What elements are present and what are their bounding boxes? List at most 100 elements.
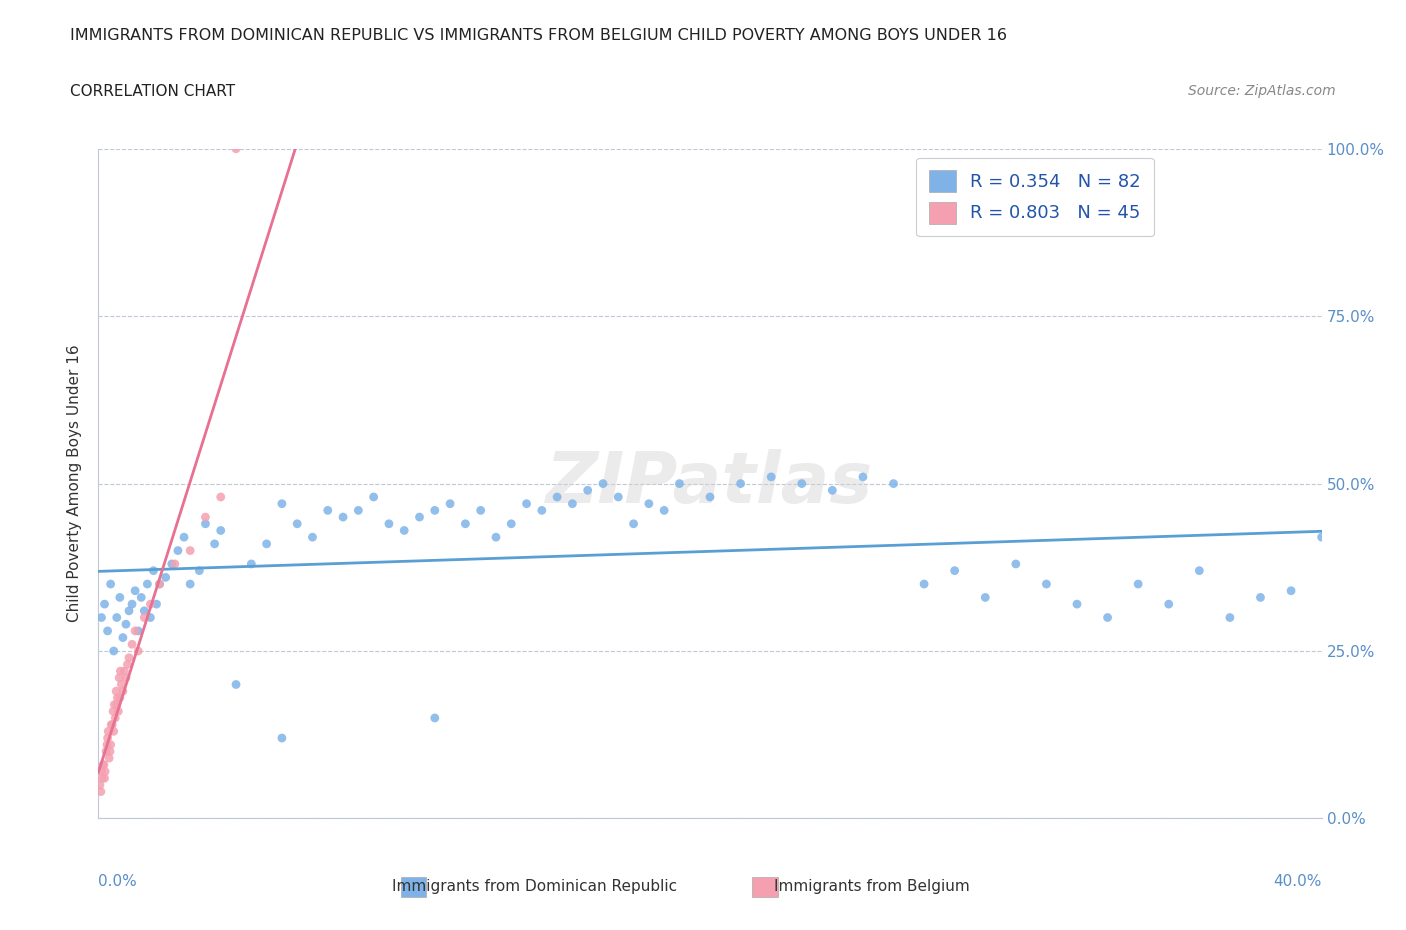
Point: [117, 657, 139, 671]
Point: [103, 644, 125, 658]
Point: [561, 497, 583, 512]
Point: [470, 503, 492, 518]
Point: [347, 503, 370, 518]
Point: [121, 637, 143, 652]
Point: [94, 764, 117, 779]
Point: [98, 744, 121, 759]
Point: [103, 724, 125, 738]
Point: [652, 503, 675, 518]
Point: [943, 564, 966, 578]
Point: [1128, 577, 1150, 591]
Point: [638, 497, 661, 512]
Text: Immigrants from Belgium: Immigrants from Belgium: [773, 879, 970, 894]
Point: [439, 497, 461, 512]
Point: [270, 731, 294, 746]
Point: [91, 757, 114, 772]
Point: [576, 483, 599, 498]
Point: [668, 476, 690, 491]
Point: [127, 644, 149, 658]
Point: [316, 503, 339, 518]
Point: [240, 556, 263, 571]
Point: [97, 724, 120, 738]
Point: [100, 737, 122, 752]
Point: [485, 530, 508, 545]
Point: [423, 711, 446, 725]
Point: [105, 610, 128, 625]
Point: [163, 556, 186, 571]
Point: [105, 698, 128, 712]
Legend: R = 0.354   N = 82, R = 0.803   N = 45: R = 0.354 N = 82, R = 0.803 N = 45: [917, 158, 1153, 236]
Point: [516, 497, 538, 512]
Point: [1097, 610, 1119, 625]
Point: [115, 617, 138, 631]
Point: [225, 677, 247, 692]
Text: ZIPatlas: ZIPatlas: [547, 449, 873, 518]
Text: 0.0%: 0.0%: [98, 874, 138, 889]
Point: [1004, 556, 1026, 571]
Point: [149, 577, 172, 591]
Point: [105, 684, 128, 698]
Point: [1035, 577, 1057, 591]
Point: [100, 717, 122, 732]
Point: [1157, 597, 1180, 612]
Point: [790, 476, 813, 491]
Point: [1310, 530, 1333, 545]
Point: [270, 497, 294, 512]
Point: [127, 623, 149, 638]
Point: [1066, 597, 1088, 612]
Point: [107, 704, 129, 719]
Point: [179, 577, 201, 591]
Point: [821, 483, 844, 498]
Point: [103, 698, 125, 712]
Point: [454, 516, 477, 531]
Point: [91, 771, 114, 786]
Point: [852, 470, 875, 485]
Point: [96, 737, 118, 752]
Point: [912, 577, 935, 591]
Point: [194, 516, 217, 531]
Text: Source: ZipAtlas.com: Source: ZipAtlas.com: [1188, 84, 1336, 98]
Point: [194, 510, 217, 525]
Point: [301, 530, 323, 545]
Point: [90, 610, 112, 625]
Point: [1279, 583, 1302, 598]
Point: [121, 597, 143, 612]
Point: [111, 684, 134, 698]
Point: [155, 570, 177, 585]
Point: [108, 590, 131, 604]
Point: [136, 577, 159, 591]
Point: [1250, 590, 1272, 604]
Text: IMMIGRANTS FROM DOMINICAN REPUBLIC VS IMMIGRANTS FROM BELGIUM CHILD POVERTY AMON: IMMIGRANTS FROM DOMINICAN REPUBLIC VS IM…: [70, 28, 1007, 43]
Point: [139, 610, 162, 625]
Point: [90, 764, 112, 779]
Point: [108, 690, 131, 705]
Point: [883, 476, 905, 491]
Point: [623, 516, 645, 531]
Point: [93, 771, 115, 786]
Point: [112, 664, 135, 679]
Point: [501, 516, 523, 531]
Point: [149, 577, 172, 591]
Point: [124, 583, 146, 598]
Point: [530, 503, 553, 518]
Point: [974, 590, 997, 604]
Point: [101, 704, 124, 719]
Point: [607, 489, 630, 504]
Point: [256, 537, 278, 551]
Point: [101, 717, 124, 732]
Y-axis label: Child Poverty Among Boys Under 16: Child Poverty Among Boys Under 16: [67, 345, 83, 622]
Point: [142, 564, 165, 578]
Point: [94, 744, 117, 759]
Text: CORRELATION CHART: CORRELATION CHART: [70, 84, 235, 99]
Point: [363, 489, 385, 504]
Point: [118, 604, 141, 618]
Point: [285, 516, 308, 531]
Point: [104, 711, 127, 725]
Point: [392, 523, 416, 538]
Point: [699, 489, 721, 504]
Point: [118, 650, 141, 665]
Point: [332, 510, 354, 525]
Point: [134, 604, 156, 618]
Point: [97, 623, 120, 638]
Point: [1219, 610, 1241, 625]
